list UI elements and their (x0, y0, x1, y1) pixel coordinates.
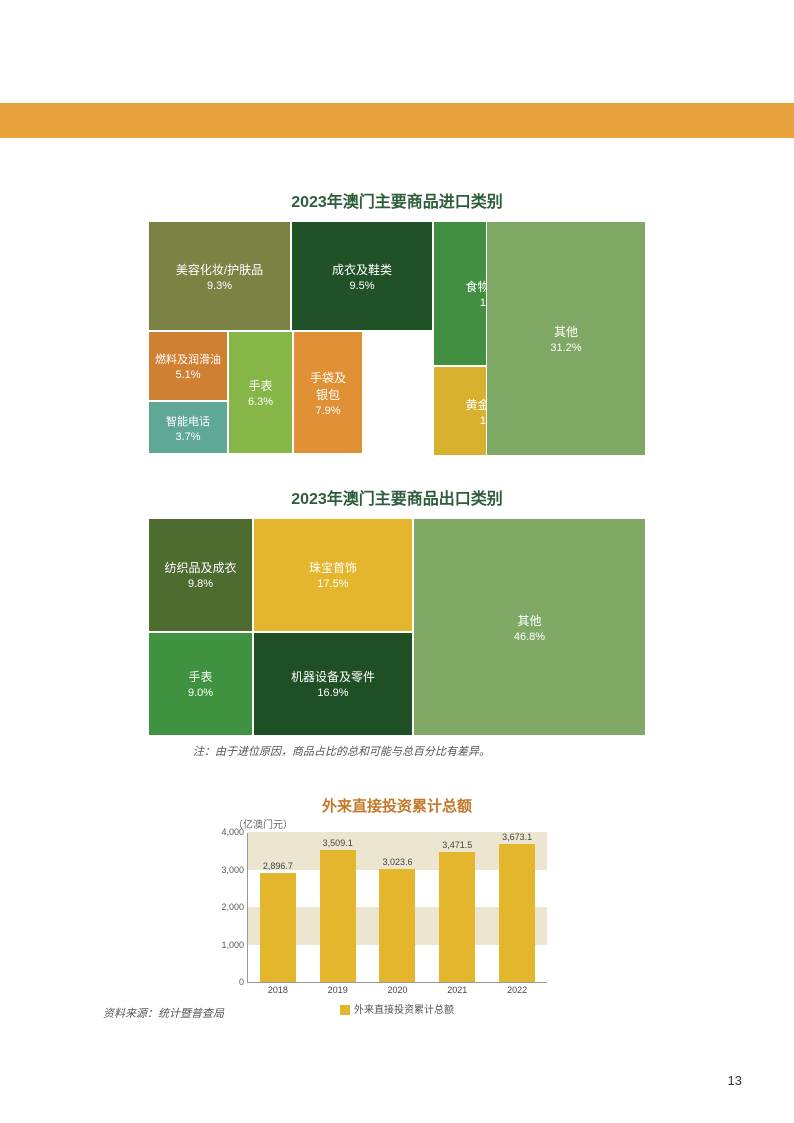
treemap-cell-other-imports: 其他 31.2% (486, 221, 646, 456)
barchart-legend: 外来直接投资累计总额 (227, 1001, 567, 1016)
barchart-unit: （亿澳门元） (233, 816, 567, 831)
bar-2019: 3,509.12019 (320, 850, 356, 982)
imports-treemap: 美容化妆/护肤品 9.3% 成衣及鞋类 9.5% 燃料及润滑油 5.1% 智能电… (147, 220, 647, 455)
exports-treemap: 纺织品及成衣 9.8% 珠宝首饰 17.5% 手表 9.0% 机器设备及零件 1… (147, 517, 647, 737)
treemap-cell-beauty: 美容化妆/护肤品 9.3% (148, 221, 291, 331)
treemap-cell-bags: 手袋及 银包 7.9% (293, 331, 363, 454)
barchart-title: 外来直接投资累计总额 (227, 795, 567, 816)
treemap-cell-machinery: 机器设备及零件 16.9% (253, 632, 413, 736)
rounding-note: 注：由于进位原因，商品占比的总和可能与总百分比有差异。 (147, 743, 647, 759)
treemap-cell-watch: 手表 6.3% (228, 331, 293, 454)
treemap-cell-other-exports: 其他 46.8% (413, 518, 646, 736)
treemap-cell-fuel: 燃料及润滑油 5.1% (148, 331, 228, 401)
treemap-cell-jewel: 珠宝首饰 17.5% (253, 518, 413, 632)
imports-title: 2023年澳门主要商品进口类别 (0, 188, 794, 212)
bar-2020: 3,023.62020 (379, 869, 415, 982)
treemap-cell-textile: 纺织品及成衣 9.8% (148, 518, 253, 632)
bar-2021: 3,471.52021 (439, 852, 475, 982)
legend-swatch (340, 1005, 350, 1015)
barchart-plot: 01,0002,0003,0004,0002,896.720183,509.12… (247, 833, 547, 983)
bar-2022: 3,673.12022 (499, 844, 535, 982)
page-number: 13 (728, 1073, 742, 1088)
exports-title: 2023年澳门主要商品出口类别 (0, 485, 794, 509)
data-source: 资料来源：统计暨普查局 (103, 1005, 224, 1021)
bar-2018: 2,896.72018 (260, 873, 296, 982)
fdi-barchart: 外来直接投资累计总额 （亿澳门元） 01,0002,0003,0004,0002… (227, 795, 567, 1016)
header-bar (0, 103, 794, 138)
treemap-cell-watch2: 手表 9.0% (148, 632, 253, 736)
treemap-cell-phone: 智能电话 3.7% (148, 401, 228, 454)
